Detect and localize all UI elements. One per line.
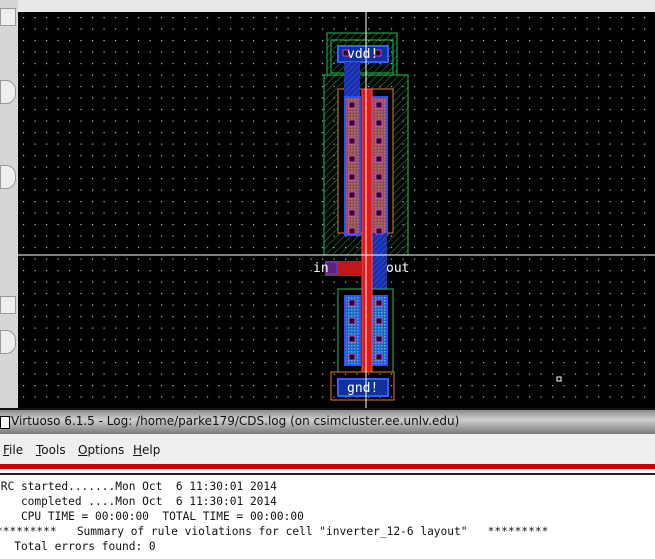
contact — [348, 335, 356, 343]
label-gnd: gnd! — [347, 381, 378, 396]
log-output[interactable]: DRC started.......Mon Oct 6 11:30:01 201… — [0, 478, 655, 559]
contact — [342, 49, 350, 57]
label-in: in — [313, 261, 329, 276]
contact — [375, 155, 383, 163]
menu-file[interactable]: File — [3, 443, 24, 457]
poly-gate[interactable] — [361, 88, 373, 373]
side-button[interactable] — [0, 165, 16, 189]
contact — [375, 209, 383, 217]
log-window-titlebar[interactable]: Virtuoso 6.1.5 - Log: /home/parke179/CDS… — [0, 408, 655, 434]
side-button[interactable] — [0, 330, 16, 354]
cursor-marker — [556, 376, 562, 382]
accent-bar — [0, 464, 655, 469]
contact — [348, 317, 356, 325]
menu-help[interactable]: Help — [133, 443, 161, 457]
left-toolbar — [0, 0, 18, 410]
contact — [375, 335, 383, 343]
contact — [348, 137, 356, 145]
close-button[interactable] — [0, 296, 16, 314]
input-contact[interactable] — [325, 261, 338, 275]
canvas-top-strip — [18, 0, 655, 12]
close-button[interactable] — [0, 8, 16, 26]
contact — [348, 119, 356, 127]
side-button[interactable] — [0, 80, 16, 104]
contact — [375, 353, 383, 361]
contact — [348, 209, 356, 217]
log-line: CPU TIME = 00:00:00 TOTAL TIME = 00:00:0… — [0, 510, 304, 523]
label-out: out — [386, 261, 409, 276]
log-line: ********* Summary of rule violations for… — [0, 525, 549, 538]
log-line: Total errors found: 0 — [0, 540, 156, 553]
gnd-contact-region[interactable] — [330, 371, 395, 401]
contact — [348, 155, 356, 163]
menu-bar: File Tools Options Help — [0, 434, 655, 464]
window-icon — [0, 416, 10, 429]
menu-tools[interactable]: Tools — [36, 443, 66, 457]
contact — [348, 299, 356, 307]
contact — [375, 101, 383, 109]
contact — [375, 299, 383, 307]
contact — [375, 227, 383, 235]
divider — [0, 473, 655, 475]
log-line: completed ....Mon Oct 6 11:30:01 2014 — [0, 495, 277, 508]
contact — [348, 353, 356, 361]
contact — [348, 191, 356, 199]
log-line: DRC started.......Mon Oct 6 11:30:01 201… — [0, 480, 277, 493]
contact — [348, 227, 356, 235]
contact — [375, 317, 383, 325]
contact — [375, 191, 383, 199]
window-title: Virtuoso 6.1.5 - Log: /home/parke179/CDS… — [11, 414, 460, 428]
contact — [375, 173, 383, 181]
menu-options[interactable]: Options — [78, 443, 125, 457]
contact — [348, 173, 356, 181]
contact — [375, 119, 383, 127]
contact — [348, 101, 356, 109]
contact — [375, 137, 383, 145]
layout-canvas[interactable]: vdd! in out gnd! — [18, 12, 655, 408]
contact — [374, 49, 382, 57]
label-vdd: vdd! — [347, 47, 378, 62]
